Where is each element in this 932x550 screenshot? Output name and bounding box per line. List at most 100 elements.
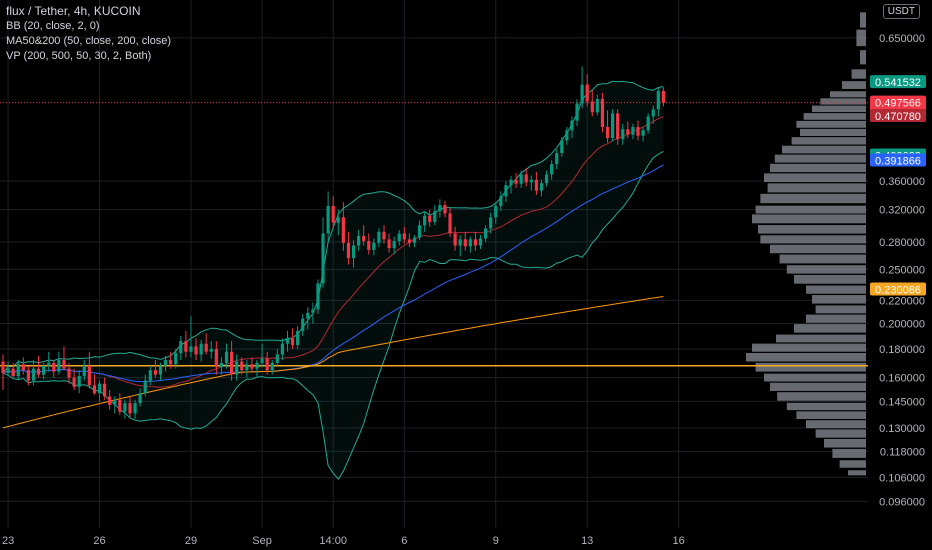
candle-body bbox=[478, 238, 483, 246]
indicator-bb[interactable]: BB (20, close, 2, 0) bbox=[6, 20, 100, 32]
volume-profile-row bbox=[842, 81, 866, 89]
volume-profile-row bbox=[755, 362, 866, 372]
time-tick-label: 13 bbox=[581, 535, 593, 547]
candle-body bbox=[616, 113, 620, 140]
candle-body bbox=[357, 235, 361, 246]
candle-body bbox=[179, 341, 183, 354]
candle-body bbox=[209, 349, 213, 352]
volume-profile-row bbox=[860, 50, 866, 65]
candle-body bbox=[224, 351, 229, 363]
candle-body bbox=[133, 403, 137, 414]
candle-body bbox=[346, 242, 351, 259]
candle-body bbox=[143, 380, 147, 394]
price-tag-label: 0.470780 bbox=[875, 111, 921, 123]
candle-body bbox=[570, 120, 574, 131]
candle-body bbox=[387, 239, 391, 249]
candle-body bbox=[565, 130, 569, 141]
candle-body bbox=[245, 364, 249, 371]
volume-profile-row bbox=[767, 183, 866, 193]
currency-unit-label[interactable]: USDT bbox=[882, 4, 920, 19]
volume-profile-row bbox=[760, 235, 866, 244]
volume-profile-row bbox=[806, 420, 866, 429]
candle-body bbox=[321, 233, 325, 284]
price-tick-label: 0.280000 bbox=[879, 237, 925, 249]
volume-profile-row bbox=[796, 411, 866, 419]
indicator-ma[interactable]: MA50&200 (50, close, 200, close) bbox=[6, 35, 172, 47]
time-tick-label: 23 bbox=[2, 535, 14, 547]
volume-profile-row bbox=[856, 29, 866, 47]
symbol-title[interactable]: flux / Tether, 4h, KUCOIN bbox=[6, 4, 141, 18]
price-tick-label: 0.200000 bbox=[879, 318, 925, 330]
candle-body bbox=[636, 126, 640, 136]
price-tag-label: 0.541532 bbox=[875, 77, 921, 89]
bb-basis-line bbox=[2, 116, 664, 388]
candle-body bbox=[372, 242, 376, 250]
candle-body bbox=[423, 215, 427, 226]
volume-profile-row bbox=[815, 305, 866, 314]
horizontal-line[interactable] bbox=[0, 102, 868, 367]
price-tick-label: 0.130000 bbox=[879, 423, 925, 435]
volume-profile-row bbox=[796, 120, 866, 128]
candles bbox=[1, 66, 665, 419]
candle-body bbox=[311, 309, 315, 313]
candle-body bbox=[392, 241, 396, 249]
candle-body bbox=[651, 109, 655, 117]
time-tick-label: 29 bbox=[185, 535, 197, 547]
candle-body bbox=[402, 233, 406, 240]
volume-profile-row bbox=[770, 163, 866, 173]
price-tick-label: 0.220000 bbox=[879, 295, 925, 307]
candle-body bbox=[544, 174, 549, 184]
candle-body bbox=[235, 361, 239, 375]
candle-body bbox=[42, 365, 46, 375]
candle-body bbox=[428, 215, 432, 223]
candle-body bbox=[463, 239, 467, 247]
candle-body bbox=[250, 364, 254, 369]
time-tick-label: Sep bbox=[252, 535, 272, 547]
candle-body bbox=[270, 362, 274, 371]
candle-body bbox=[97, 383, 102, 394]
candle-body bbox=[77, 376, 81, 387]
candle-body bbox=[555, 153, 559, 165]
candle-body bbox=[631, 126, 635, 135]
volume-profile-row bbox=[786, 402, 866, 411]
candle-body bbox=[1, 361, 5, 374]
candle-body bbox=[306, 312, 310, 319]
price-tick-label: 0.650000 bbox=[879, 33, 925, 45]
candle-body bbox=[417, 225, 422, 238]
volume-profile-row bbox=[779, 254, 866, 264]
candle-body bbox=[580, 84, 584, 104]
candle-body bbox=[458, 239, 462, 246]
indicator-vp[interactable]: VP (200, 500, 50, 30, 2, Both) bbox=[6, 50, 152, 62]
candle-body bbox=[341, 217, 345, 243]
candle-body bbox=[382, 231, 386, 240]
candle-body bbox=[280, 343, 284, 355]
candle-body bbox=[524, 174, 528, 183]
price-axis[interactable]: 0.650000 0.360000 0.320000 0.280000 0.250000… bbox=[879, 33, 925, 508]
candle-body bbox=[169, 360, 173, 365]
candle-body bbox=[6, 368, 10, 374]
volume-profile-row bbox=[764, 373, 866, 382]
volume-profile-row bbox=[774, 154, 866, 163]
candle-body bbox=[67, 368, 71, 378]
legend: flux / Tether, 4h, KUCOIN BB (20, close,… bbox=[6, 4, 171, 64]
volume-profile-row bbox=[806, 285, 866, 294]
volume-profile-row bbox=[794, 324, 866, 333]
volume-profile bbox=[746, 12, 866, 476]
candle-body bbox=[326, 205, 330, 234]
price-tag-box bbox=[870, 109, 926, 123]
candle-body bbox=[265, 358, 269, 371]
volume-profile-row bbox=[770, 382, 866, 391]
candle-body bbox=[62, 360, 66, 369]
candle-body bbox=[57, 360, 61, 372]
candle-body bbox=[489, 217, 493, 229]
volume-profile-row bbox=[839, 460, 866, 468]
candle-body bbox=[661, 91, 665, 103]
volume-profile-row bbox=[820, 98, 866, 105]
candle-body bbox=[199, 343, 203, 355]
time-axis[interactable]: 23 26 29 Sep 14:00 6 9 13 16 bbox=[2, 535, 685, 547]
volume-profile-row bbox=[824, 438, 866, 448]
price-tag-label: 0.497566 bbox=[875, 98, 921, 110]
ma200-line bbox=[2, 296, 664, 429]
volume-profile-row bbox=[758, 225, 866, 234]
